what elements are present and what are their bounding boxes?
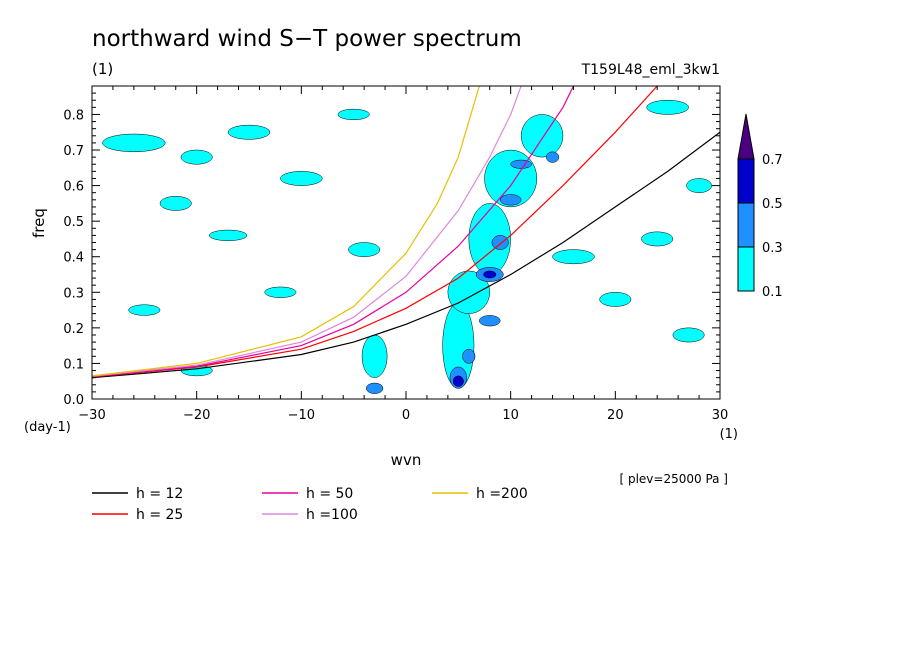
contour-patch: [546, 151, 560, 163]
x-tick-label: 0: [402, 408, 410, 423]
y-tick-label: 0.3: [63, 286, 84, 301]
x-axis-label: wvn: [391, 451, 422, 469]
y-tick-label: 0.4: [63, 251, 84, 266]
legend-label: h =200: [476, 486, 528, 502]
contour-patch: [159, 196, 192, 211]
colorbar-segment: [737, 158, 755, 204]
x-tick-label: 20: [607, 408, 624, 423]
legend-label: h = 25: [136, 507, 183, 523]
contour-patch: [641, 231, 674, 247]
y-axis-label: freq: [30, 208, 48, 238]
y-tick-label: 0.0: [63, 393, 84, 408]
contour-patch: [227, 124, 271, 140]
run-label: T159L48_eml_3kw1: [581, 62, 720, 78]
y-tick-label: 0.7: [63, 144, 84, 159]
x-tick-label: −10: [288, 408, 315, 423]
contour-patch: [499, 194, 522, 206]
contour-patch: [180, 149, 213, 165]
colorbar-label: 0.1: [762, 285, 783, 300]
y-tick-label: 0.8: [63, 108, 84, 123]
y-tick-label: 0.5: [63, 215, 84, 230]
contour-patch: [462, 348, 476, 364]
colorbar-segment: [737, 202, 755, 248]
dispersion-curve: [92, 86, 575, 378]
colorbar-segment: [737, 246, 755, 292]
contour-patch: [510, 159, 532, 169]
contour-patch: [686, 178, 712, 193]
colorbar: 0.1 0.3 0.5 0.7: [737, 113, 783, 300]
x-tick-label: 10: [502, 408, 519, 423]
contour-patch: [348, 242, 381, 257]
x-unit-label: (1): [720, 427, 738, 442]
x-tick-label: 30: [712, 408, 729, 423]
legend: h = 12 h = 25 h = 50 h =100 h =200: [92, 486, 528, 523]
contour-patch: [479, 315, 501, 327]
colorbar-label: 0.7: [762, 153, 783, 168]
legend-label: h = 50: [306, 486, 353, 502]
dispersion-curve: [92, 86, 480, 377]
contour-patch: [128, 304, 161, 316]
contour-patch: [337, 108, 370, 121]
units-label: (1): [92, 60, 113, 78]
contour-patch: [483, 270, 497, 279]
contour-patch: [646, 99, 689, 115]
level-note: [ plev=25000 Pa ]: [619, 472, 728, 486]
contour-patch: [102, 133, 166, 153]
dispersion-curve: [92, 131, 720, 379]
y-tick-label: 0.6: [63, 180, 84, 195]
dispersion-curves: [92, 86, 720, 379]
contour-patch: [280, 171, 323, 186]
contour-patch: [552, 249, 595, 265]
contour-patch: [491, 235, 509, 250]
legend-label: h = 12: [136, 486, 183, 502]
y-axis: 0.0 0.1 0.2 0.3 0.4 0.5 0.6 0.7 0.8: [63, 92, 720, 408]
chart-title: northward wind S−T power spectrum: [92, 26, 522, 52]
contour-patch: [361, 334, 388, 378]
dispersion-curve: [92, 86, 522, 377]
x-axis: −30 −20 −10 0 10 20 30: [78, 86, 728, 423]
y-tick-label: 0.2: [63, 322, 84, 337]
contour-patch: [208, 229, 248, 241]
legend-label: h =100: [306, 507, 358, 523]
y-tick-label: 0.1: [63, 357, 84, 372]
colorbar-arrow: [737, 113, 755, 160]
contour-patch: [520, 114, 564, 158]
x-tick-label: −20: [183, 408, 210, 423]
contour-patch: [452, 375, 464, 387]
colorbar-label: 0.3: [762, 241, 783, 256]
contour-patch: [599, 292, 632, 307]
x-tick-label: −30: [78, 408, 105, 423]
contour-patch: [365, 382, 384, 394]
contour-patch: [672, 327, 705, 343]
dispersion-curve: [92, 86, 658, 378]
contour-patch: [264, 286, 297, 298]
y-unit-label: (day-1): [24, 420, 71, 435]
colorbar-label: 0.5: [762, 197, 783, 212]
plot-area: [92, 86, 720, 399]
